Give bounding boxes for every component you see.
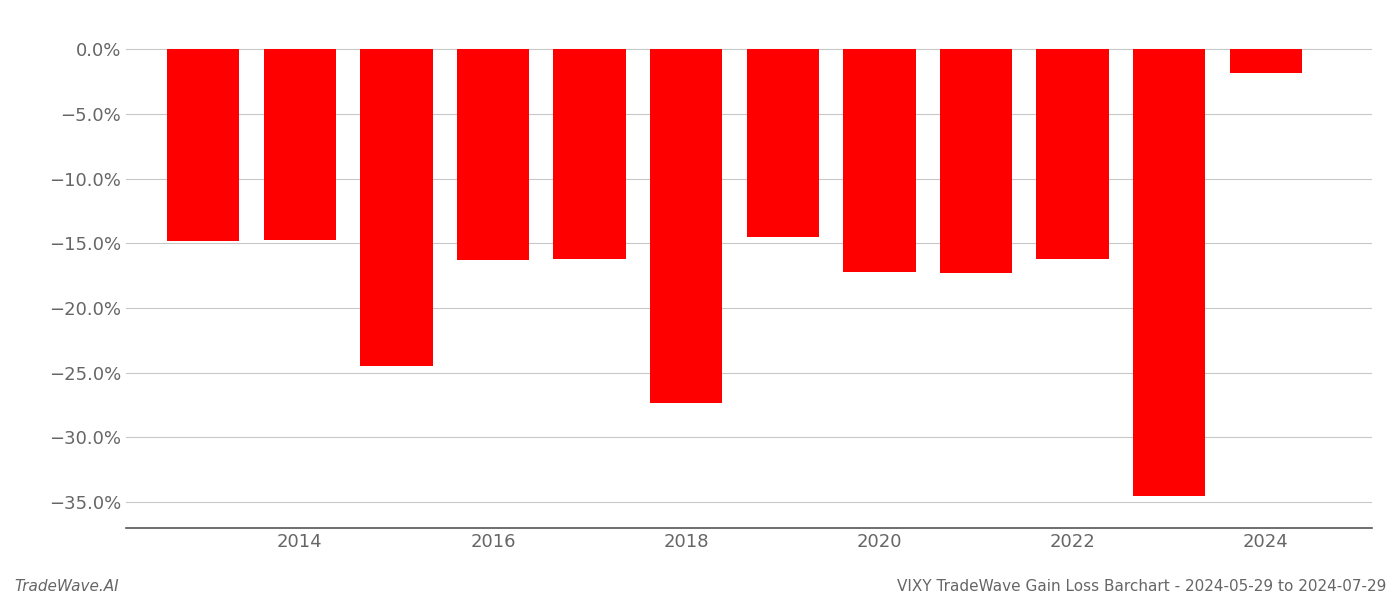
Bar <box>1133 49 1205 496</box>
Text: TradeWave.AI: TradeWave.AI <box>14 579 119 594</box>
Bar <box>1229 49 1302 73</box>
Bar <box>746 49 819 237</box>
Text: VIXY TradeWave Gain Loss Barchart - 2024-05-29 to 2024-07-29: VIXY TradeWave Gain Loss Barchart - 2024… <box>896 579 1386 594</box>
Bar <box>939 49 1012 273</box>
Bar <box>650 49 722 403</box>
Bar <box>553 49 626 259</box>
Bar <box>1036 49 1109 259</box>
Bar <box>167 49 239 241</box>
Bar <box>360 49 433 367</box>
Bar <box>456 49 529 260</box>
Bar <box>843 49 916 272</box>
Bar <box>263 49 336 239</box>
